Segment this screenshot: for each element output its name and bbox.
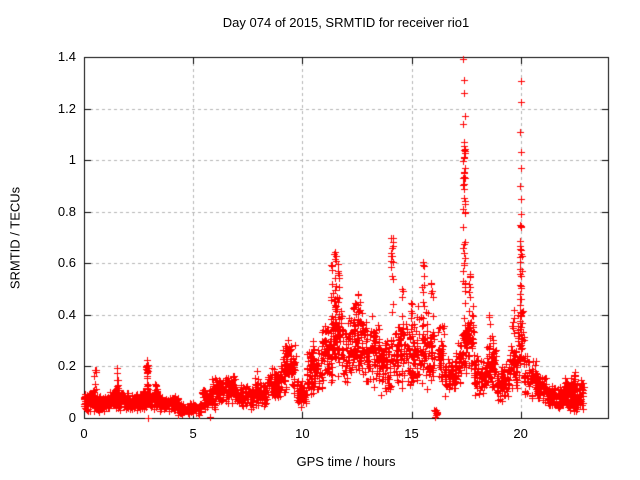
x-tick-label: 20 (513, 426, 528, 441)
x-tick-label: 0 (80, 426, 88, 441)
y-tick-label: 1 (68, 152, 76, 168)
y-tick-label: 0.2 (57, 358, 76, 374)
y-tick-label: 0.8 (57, 203, 76, 219)
x-tick-label: 5 (189, 426, 197, 441)
y-tick-label: 1.4 (57, 49, 76, 64)
y-axis-label: SRMTID / TECUs (7, 186, 23, 290)
y-tick-label: 0.6 (57, 255, 76, 271)
x-tick-label: 15 (404, 426, 419, 441)
chart-title: Day 074 of 2015, SRMTID for receiver rio… (222, 15, 470, 30)
x-axis-label: GPS time / hours (296, 454, 396, 469)
y-tick-label: 0.4 (57, 306, 76, 322)
y-tick-label: 0 (68, 410, 76, 425)
x-tick-label: 10 (295, 426, 310, 441)
y-tick-label: 1.2 (57, 100, 76, 116)
